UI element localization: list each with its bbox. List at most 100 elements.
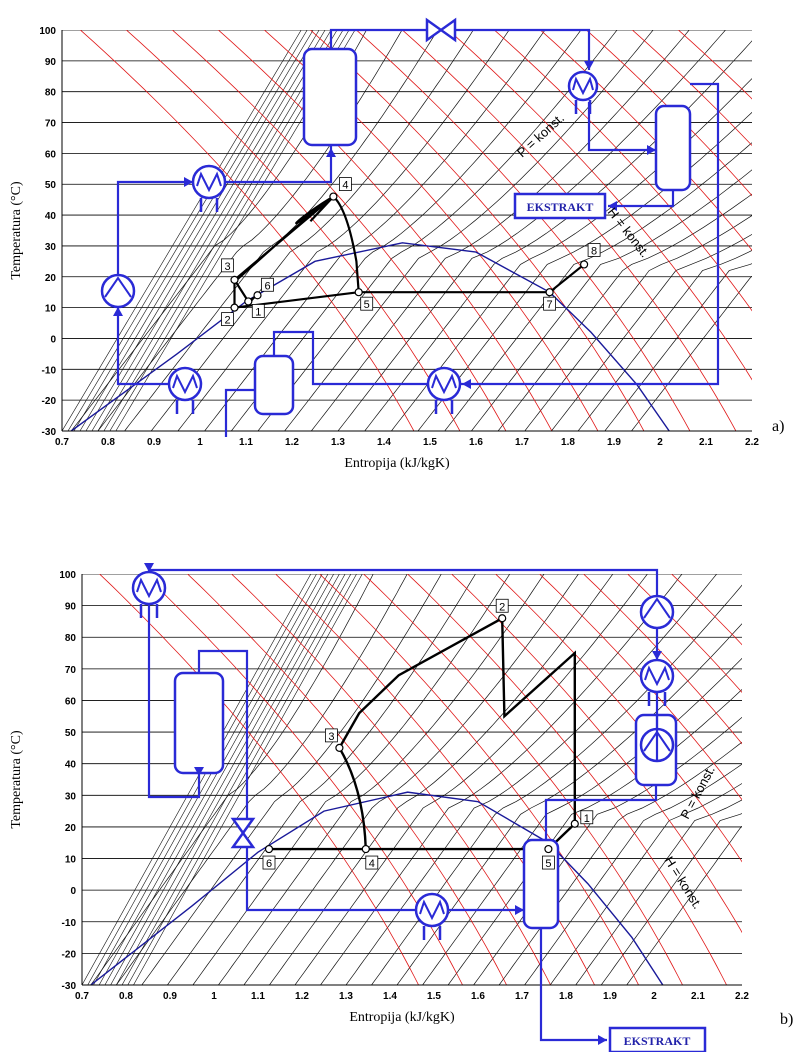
heat-exchanger-coil (196, 171, 222, 193)
x-tick-label: 1.3 (331, 437, 345, 448)
isobar-line (110, 574, 340, 985)
vessel (253, 354, 295, 416)
state-point-box (221, 312, 234, 327)
y-tick-label: 50 (45, 180, 57, 191)
y-tick-label: -20 (62, 949, 77, 960)
vessel (522, 838, 560, 930)
state-point (335, 743, 344, 752)
isobar-line (311, 30, 690, 431)
state-point (230, 275, 239, 284)
flow-arrow (462, 379, 471, 389)
pipe (147, 568, 659, 596)
isobar-line (422, 657, 742, 985)
isenthalp-line (355, 30, 691, 431)
pipe (544, 785, 658, 840)
y-tick-label: -30 (62, 981, 77, 992)
isobar-line (294, 574, 648, 985)
state-point (544, 844, 553, 854)
state-point-box (587, 243, 601, 257)
isobar-line (121, 574, 352, 985)
isobar-line (79, 30, 320, 431)
isobar-line (243, 574, 579, 985)
isenthalp-line (585, 30, 752, 197)
isobar-line (497, 193, 752, 431)
isobar-line (600, 813, 742, 985)
flow-arrow (113, 307, 123, 316)
y-tick-label: 70 (65, 665, 77, 676)
isobar-label: P = konst. (514, 110, 567, 160)
heat-exchanger-coil (136, 577, 162, 599)
isobar-line (91, 30, 332, 431)
isenthalp-line (186, 574, 508, 985)
x-tick-label: 1.2 (295, 991, 309, 1002)
pipe (455, 28, 591, 70)
state-point (244, 297, 253, 306)
isobar-line (269, 574, 614, 985)
y-tick-label: 80 (65, 633, 77, 644)
x-tick-label: 1 (211, 991, 217, 1002)
y-tick-label: 30 (45, 242, 57, 253)
flow-arrow (647, 145, 656, 155)
isobar-line (192, 574, 511, 985)
isobar-line (284, 30, 654, 431)
valve (230, 817, 256, 849)
isobar-line (82, 574, 312, 985)
y-tick-label: 50 (65, 728, 77, 739)
x-tick-label: 1.8 (559, 991, 573, 1002)
x-tick-label: 2.1 (699, 437, 713, 448)
state-point-box (580, 810, 594, 825)
isenthalp-line (230, 574, 552, 985)
pump-mark (104, 276, 132, 298)
isobar-line (150, 30, 474, 431)
y-tick-label: 10 (45, 304, 57, 315)
pump (100, 273, 136, 309)
y-tick-label: -10 (42, 365, 57, 376)
isobar-line (87, 574, 317, 985)
x-tick-label: 1.7 (515, 437, 529, 448)
heat-exchanger-coil (172, 373, 198, 395)
isobar-line (90, 574, 374, 985)
x-tick-label: 1.7 (515, 991, 529, 1002)
state-point-box (360, 296, 374, 311)
x-tick-label: 1.1 (239, 437, 253, 448)
isenthalp-line (539, 30, 752, 251)
isobar-line (116, 574, 408, 985)
isenthalp-line (309, 30, 645, 431)
pipe (587, 102, 656, 152)
state-point-box (543, 296, 556, 311)
part-label: a) (772, 418, 784, 435)
isenthalp-line (171, 30, 507, 431)
isobar-line (631, 275, 752, 431)
isenthalp-line (98, 574, 420, 985)
saturation-dome (90, 791, 664, 985)
isenthalp-line (125, 30, 461, 431)
pipe (147, 604, 201, 799)
state-point (264, 844, 274, 854)
state-point-box (221, 258, 234, 273)
state-point-label: 6 (264, 280, 270, 292)
chart-b: 0.7 0.8 0.9 1 1.1 1.2 1.3 1.4 1.5 1.6 1.7 1.8 1.9 2 2.… (9, 563, 793, 1052)
x-tick-label: 1.5 (423, 437, 437, 448)
extract-label: EKSTRAKT (624, 1034, 691, 1048)
y-tick-label: 80 (45, 88, 57, 99)
x-tick-label: 1.5 (427, 991, 441, 1002)
isobar-line (604, 263, 752, 431)
heat-exchanger-ports (422, 926, 442, 940)
x-tick-label: 1.6 (471, 991, 485, 1002)
state-point-label: 5 (545, 858, 551, 870)
state-point (354, 288, 363, 297)
heat-exchanger-ports (139, 604, 159, 618)
vessel (654, 104, 692, 192)
pipe (272, 330, 428, 386)
x-tick-label: 1.4 (377, 437, 391, 448)
y-tick-label: 100 (39, 26, 56, 37)
isobar-line (127, 574, 357, 985)
state-point-label: 6 (266, 858, 272, 870)
pipe (460, 82, 720, 386)
isenthalp-line (406, 574, 728, 985)
isobar-line (124, 30, 439, 431)
x-tick-label: 1.2 (285, 437, 299, 448)
isenthalp-line (274, 574, 596, 985)
isenthalp-line (362, 574, 684, 985)
x-tick-label: 1.6 (469, 437, 483, 448)
